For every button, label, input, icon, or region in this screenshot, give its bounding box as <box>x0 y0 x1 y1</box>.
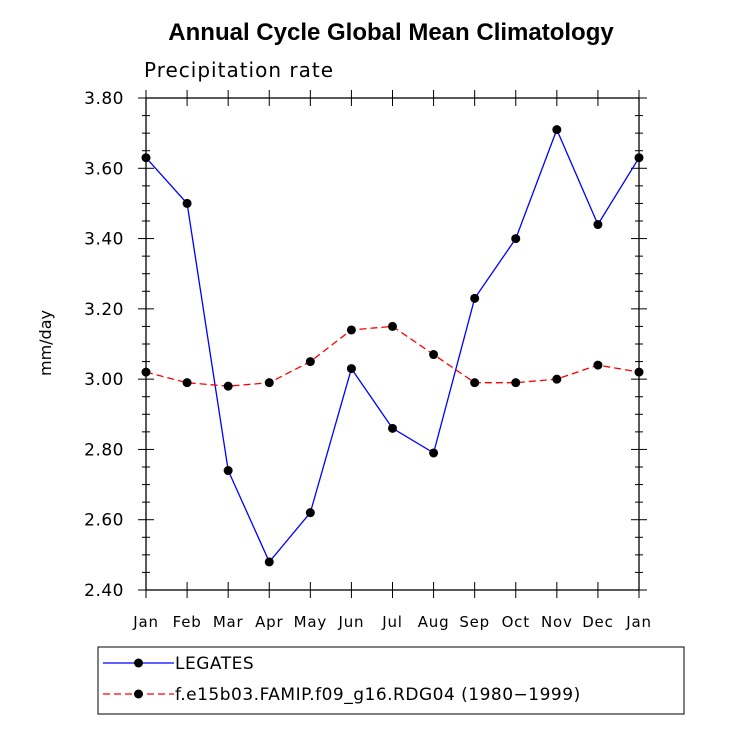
x-tick-label: Aug <box>418 613 450 631</box>
x-tick-label: Jan <box>132 613 159 631</box>
x-tick-label: Mar <box>213 613 244 631</box>
series-2-point <box>346 325 356 335</box>
x-tick-label: Oct <box>502 613 530 631</box>
legend-marker-2 <box>134 689 143 699</box>
series-2-point <box>264 378 274 388</box>
x-tick-label: Jul <box>381 613 403 631</box>
chart-subtitle: Precipitation rate <box>144 58 334 82</box>
series-2-point <box>470 378 480 388</box>
y-tick-label: 2.60 <box>84 511 124 531</box>
x-tick-label: Feb <box>173 613 202 631</box>
series-2-point <box>388 321 397 331</box>
y-tick-label: 3.40 <box>84 230 124 250</box>
legend-label-1: LEGATES <box>175 654 254 674</box>
x-tick-label: Nov <box>541 613 573 631</box>
series-2-point <box>223 381 233 391</box>
series-1-point <box>388 423 397 433</box>
x-tick-label: Jan <box>625 613 652 631</box>
series-1-point <box>593 220 603 230</box>
series-2-point <box>552 374 562 384</box>
x-tick-label: Dec <box>582 613 613 631</box>
series-1-point <box>511 234 521 244</box>
plot-frame <box>145 97 640 591</box>
legend-marker-1 <box>134 658 143 668</box>
series-2-point <box>593 360 603 370</box>
x-tick-label: Apr <box>255 613 283 631</box>
x-tick-label: Sep <box>459 613 490 631</box>
series-1-point <box>552 125 562 135</box>
x-tick-label: May <box>294 613 327 631</box>
series-1-point <box>305 508 315 518</box>
series-1-point <box>429 448 439 458</box>
series-2-point <box>511 378 521 388</box>
y-tick-label: 2.80 <box>84 440 124 460</box>
y-tick-label: 2.40 <box>84 581 124 601</box>
legend: LEGATES f.e15b03.FAMIP.f09_g16.RDG04 (198… <box>103 654 581 705</box>
series-2-point <box>429 350 439 360</box>
chart-title: Annual Cycle Global Mean Climatology <box>168 19 614 46</box>
series-1-point <box>264 557 274 567</box>
x-label-layer: Jan Feb Mar Apr May Jun Jul Aug Sep Oct Nov Dec Jan <box>132 613 652 631</box>
legend-label-2: f.e15b03.FAMIP.f09_g16.RDG04 (1980−1999) <box>175 685 581 705</box>
legend-box <box>97 646 685 715</box>
y-tick-label: 3.00 <box>84 370 124 390</box>
tick-layer <box>138 90 647 598</box>
y-axis-label: mm/day <box>36 310 55 376</box>
series-1-point <box>470 293 480 303</box>
y-tick-label: 3.80 <box>84 89 124 109</box>
marker-layer <box>141 125 644 567</box>
series-2-point <box>182 378 192 388</box>
series-1-point <box>223 466 233 476</box>
x-tick-label: Jun <box>337 613 364 631</box>
y-label-layer: 2.40 2.60 2.80 3.00 3.20 3.40 3.60 3.80 <box>84 89 124 601</box>
y-tick-label: 3.60 <box>84 159 124 179</box>
series-1-point <box>346 364 356 374</box>
series-1-point <box>182 198 192 208</box>
series-2-point <box>305 357 315 367</box>
y-tick-label: 3.20 <box>84 300 124 320</box>
